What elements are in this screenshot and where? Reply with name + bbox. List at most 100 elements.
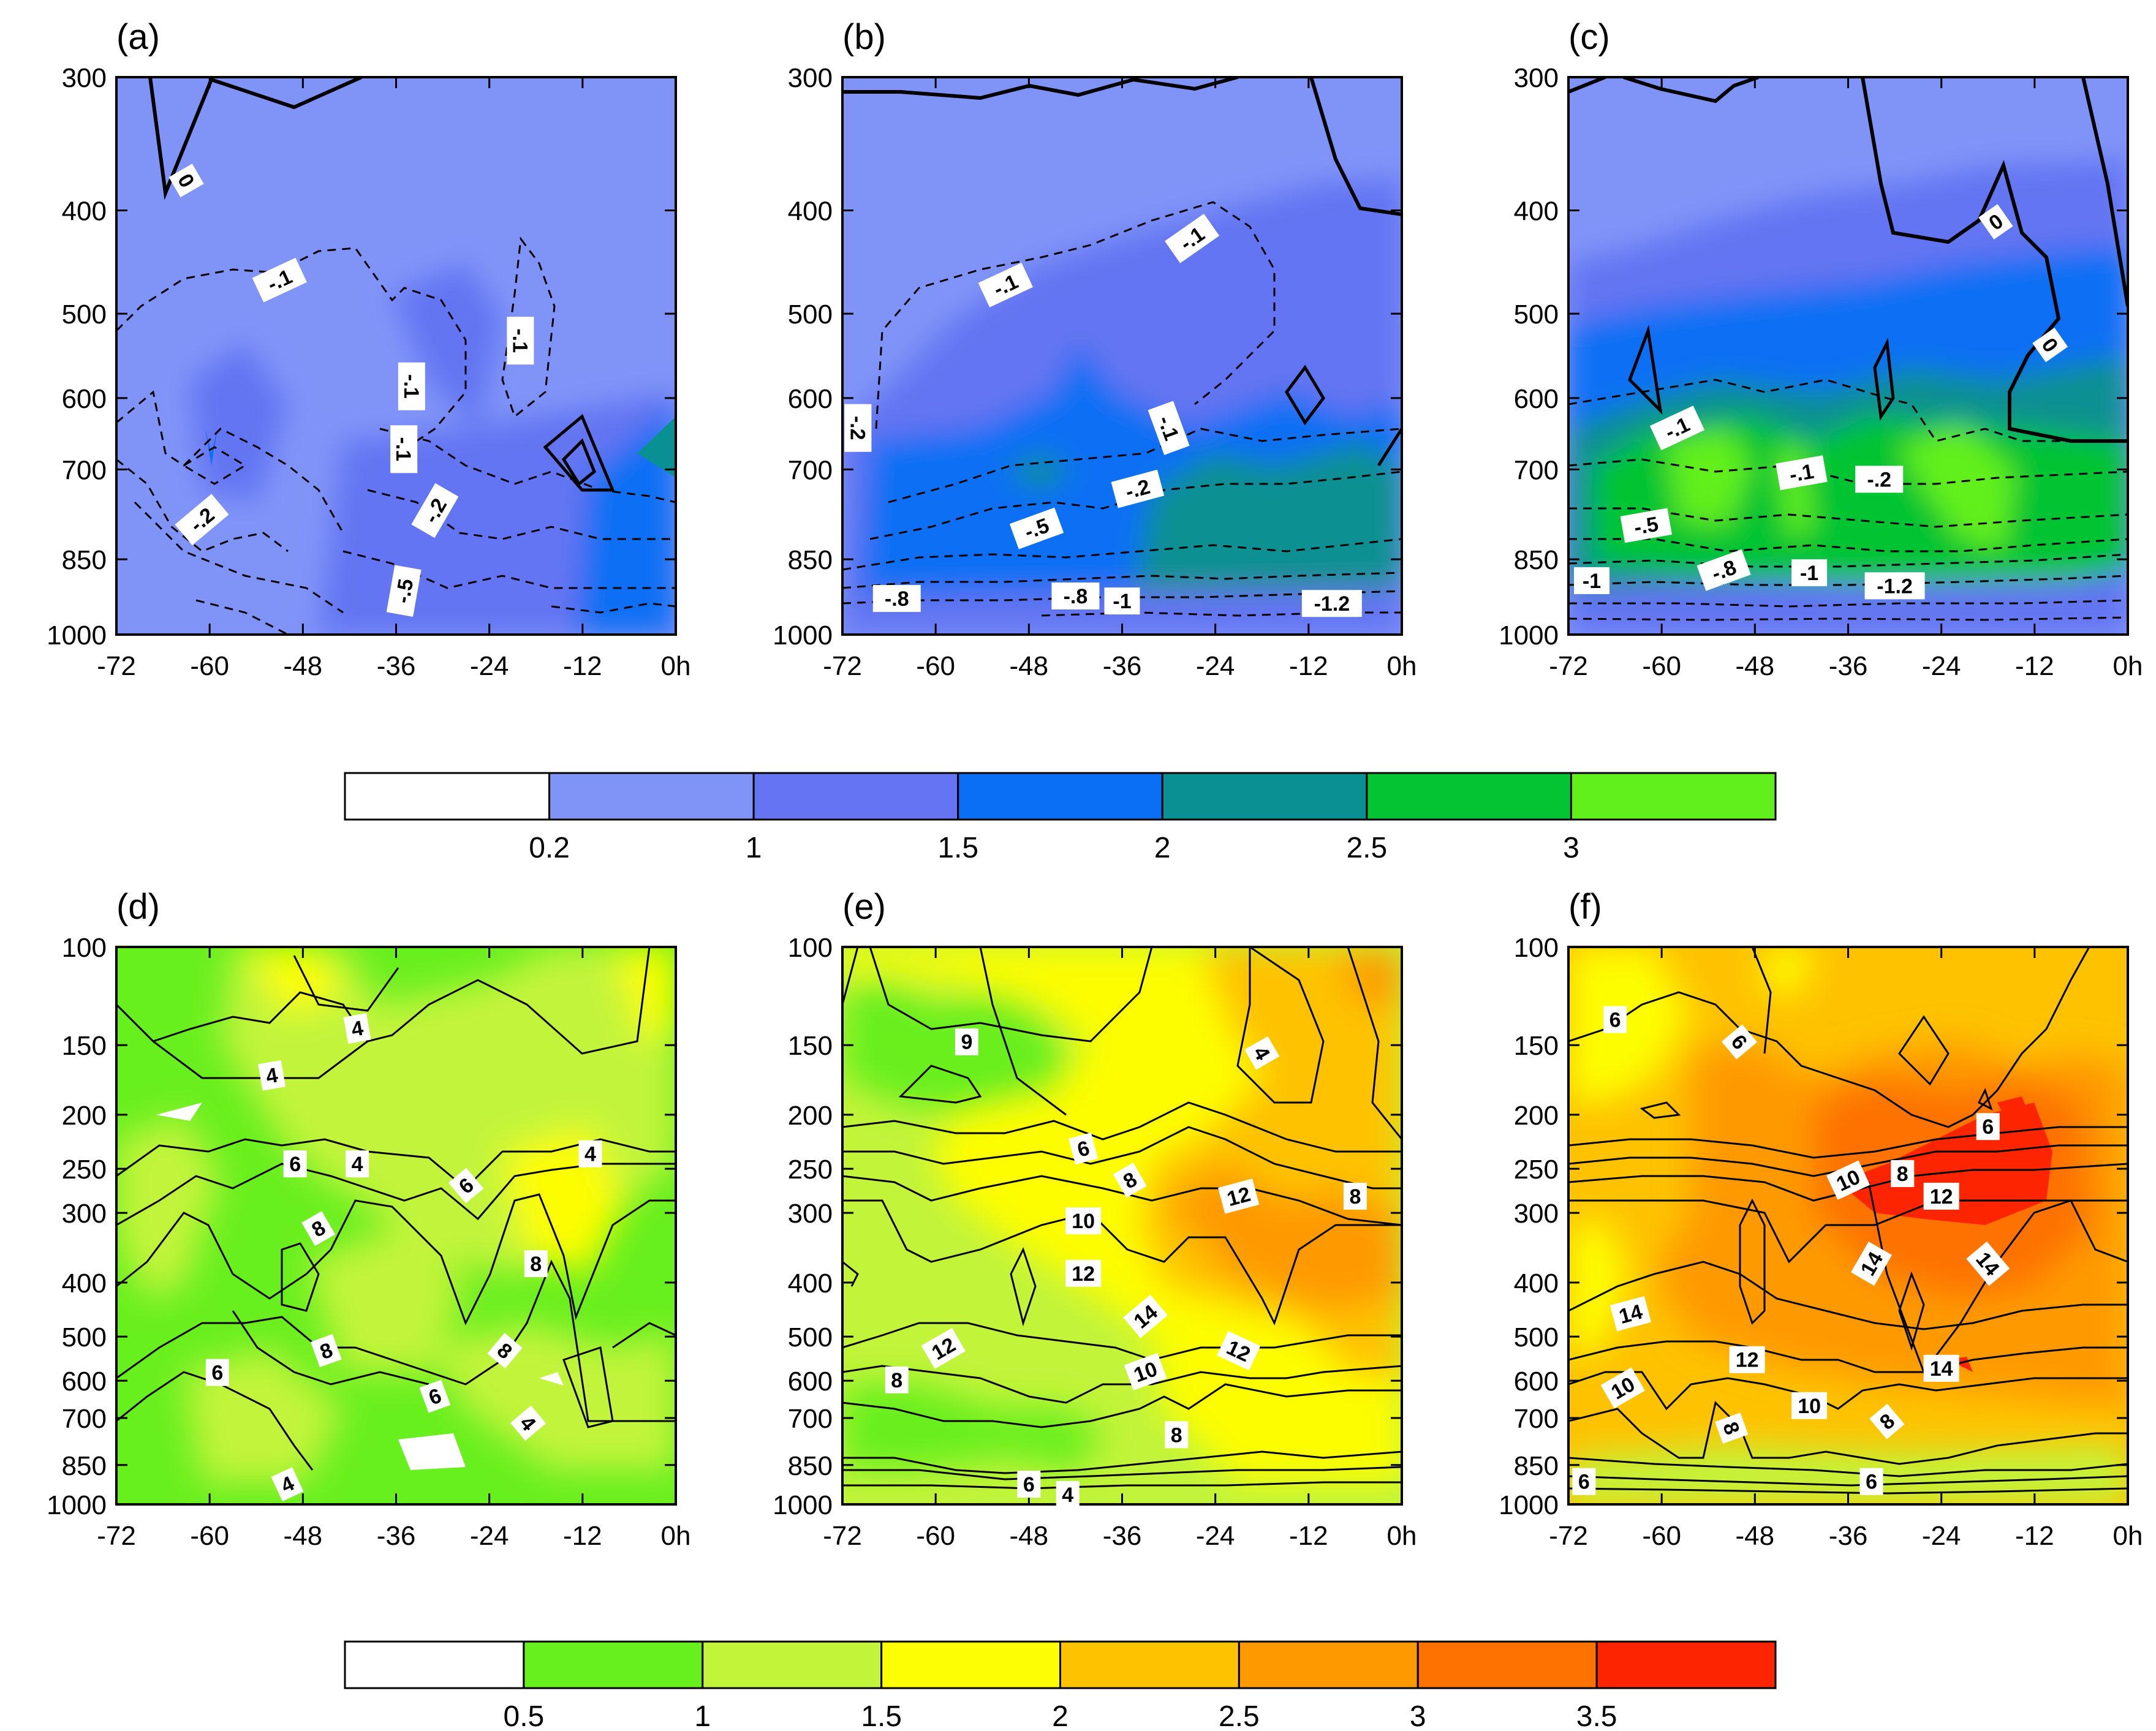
contour-label-box [1301, 590, 1362, 617]
contour-label-text: -.5 [391, 577, 418, 605]
contour-label-box [578, 1140, 602, 1167]
panel-c-contours [1568, 77, 2128, 621]
contour-label-box [1729, 1346, 1765, 1373]
contour-label-text: 6 [211, 1362, 223, 1385]
contour-label: -.2 [1855, 466, 1904, 493]
panel-e-y-axis: 100 150 200 250 300 400 500 600 700 850 1000 [773, 933, 1402, 1520]
contour-label-box [1104, 587, 1140, 615]
panel-d-y-axis: 100 150 200 250 300 400 500 600 700 850 1000 [47, 933, 676, 1520]
contour-label-box [1864, 572, 1925, 600]
contour-label-text: -.8 [885, 587, 909, 611]
contour-label: 0 [1978, 204, 2013, 240]
colorbar-swatch [702, 1640, 883, 1689]
contour-label-box [524, 1250, 548, 1278]
contour-label-text: -.2 [1867, 468, 1891, 491]
contour-label-box [1111, 469, 1165, 508]
x-tick-label: -72 [97, 651, 136, 681]
x-tick-label: -48 [1010, 651, 1049, 681]
y-tick-label: 600 [788, 384, 833, 414]
y-tick-label: 850 [788, 545, 833, 575]
y-tick-label: 1000 [1499, 1490, 1559, 1520]
x-tick-label: -24 [470, 1521, 509, 1551]
x-tick-label: -12 [563, 651, 602, 681]
contour-label: 4 [578, 1140, 602, 1167]
x-tick-label: -12 [2015, 1521, 2054, 1551]
panel-d: (d) -72 -60 -48 -36 -24 -12 0h 100 150 200 250 300… [47, 887, 690, 1551]
contour-label-box [1603, 1006, 1627, 1033]
x-tick-label: -72 [1549, 651, 1588, 681]
colorbar-swatch [548, 772, 755, 821]
contour-label-box [1826, 1160, 1870, 1200]
contour-label-text: -1.2 [1877, 575, 1913, 598]
contour-label-text: 14 [1930, 1357, 1953, 1381]
x-tick-label: -60 [916, 1521, 955, 1551]
panel-d-title: (d) [116, 887, 160, 927]
contour-label: 6 [1069, 1133, 1099, 1165]
panel-c-fill [1568, 77, 2128, 635]
contour-label-box [1923, 1182, 1959, 1210]
y-tick-label: 300 [1514, 1199, 1559, 1229]
contour-label: 6 [955, 1028, 978, 1055]
panel-a-fill [116, 77, 676, 635]
contour-label-text: 4 [584, 1143, 596, 1166]
contour-label-box [510, 1405, 547, 1441]
contour-label-box [1600, 1367, 1645, 1409]
contour-label: -.8 [1051, 582, 1100, 609]
y-tick-label: 850 [1514, 1451, 1559, 1481]
contour-label-box [885, 1366, 909, 1393]
contour-label: 12 [921, 1327, 966, 1369]
contour-label-box [2032, 328, 2068, 363]
y-tick-label: 300 [62, 1199, 107, 1229]
y-tick-label: 150 [62, 1031, 107, 1061]
contour-label: 14 [1609, 1296, 1652, 1332]
y-tick-label: 300 [788, 63, 833, 93]
contour-label-box [1017, 1471, 1041, 1498]
contour-label: 4 [258, 1060, 286, 1091]
contour-label: 0 [2032, 328, 2068, 363]
contour-label-box [1124, 1352, 1167, 1390]
contour-label: 8 [487, 1333, 523, 1369]
contour-label: -1.2 [1864, 572, 1925, 600]
contour-label: 4 [510, 1405, 547, 1441]
contour-label-text: 12 [1930, 1185, 1953, 1209]
y-tick-label: 100 [1514, 933, 1559, 963]
y-tick-label: 200 [62, 1101, 107, 1131]
contour-label-box [955, 1028, 978, 1055]
panel-e: (e) -72 -60 -48 -36 -24 -12 0h 100 150 200 250 300… [773, 887, 1417, 1551]
contour-label: 10 [1791, 1392, 1828, 1419]
contour-label: 8 [1869, 1403, 1905, 1439]
x-tick-label: -12 [563, 1521, 602, 1551]
contour-label: 6 [448, 1167, 484, 1204]
x-tick-label: -72 [823, 1521, 862, 1551]
contour-label: 4 [343, 1013, 371, 1044]
panel-f-y-axis: 100 150 200 250 300 400 500 600 700 850 1000 [1499, 933, 2128, 1520]
contour-label-box [343, 1013, 371, 1044]
contour-label: 8 [310, 1333, 342, 1368]
contour-label: 8 [1891, 1160, 1915, 1187]
contour-label: 4 [1244, 1036, 1280, 1070]
colorbar-label: 3.5 [1576, 1700, 1617, 1731]
contour-label-box [1217, 1330, 1261, 1371]
panel-e-x-axis: -72 -60 -48 -36 -24 -12 0h [823, 947, 1417, 1551]
y-tick-label: 100 [62, 933, 107, 963]
panel-f-title: (f) [1568, 887, 1602, 927]
x-tick-label: 0h [661, 651, 691, 681]
contour-label: -.1 [1776, 455, 1828, 491]
contour-label: 4 [1056, 1480, 1080, 1508]
y-tick-label: 200 [788, 1101, 833, 1131]
contour-label-text: 8 [530, 1253, 542, 1276]
colorbar-label: 3 [1410, 1700, 1426, 1731]
panel-b: (b) -72 -60 -48 -36 -24 -12 0h 300 400 500 600 700… [773, 17, 1417, 681]
contour-label: 0 [168, 164, 204, 198]
panel-e-contours [842, 947, 1402, 1490]
y-tick-label: 700 [1514, 455, 1559, 485]
contour-label: 12 [1218, 1179, 1260, 1214]
x-tick-label: -48 [284, 1521, 323, 1551]
contour-label: 8 [885, 1366, 909, 1393]
y-tick-label: 150 [788, 1031, 833, 1061]
contour-label-box [1051, 582, 1100, 609]
contour-label: -.2 [411, 483, 459, 538]
contour-label: -.8 [872, 585, 921, 613]
contour-label: -.8 [1696, 549, 1751, 591]
colorbar-swatch [752, 772, 959, 821]
